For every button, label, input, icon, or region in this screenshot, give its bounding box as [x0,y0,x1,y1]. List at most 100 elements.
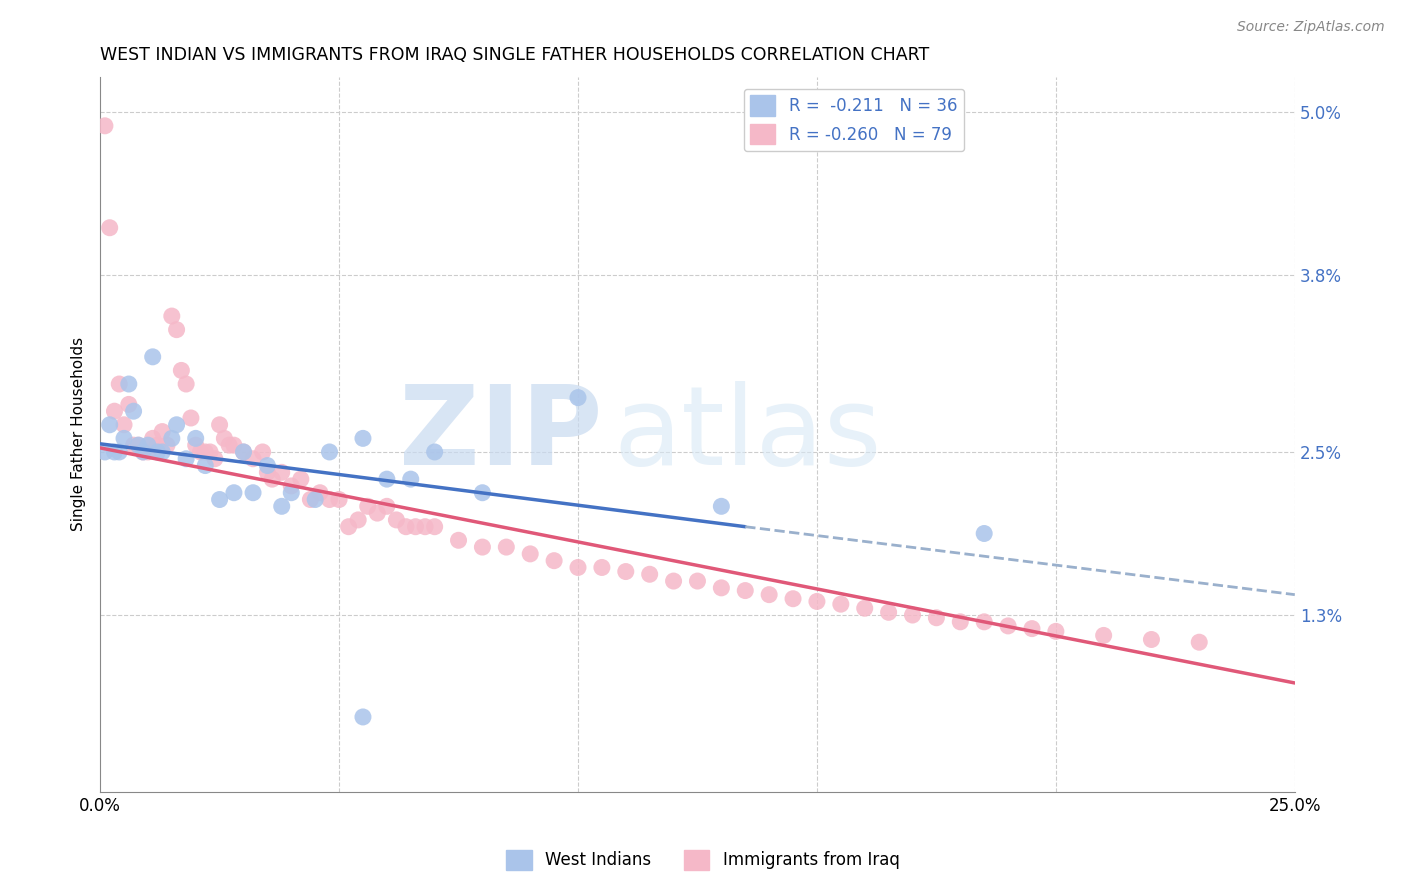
Point [638,567,661,582]
Point [830,597,852,611]
Legend: West Indians, Immigrants from Iraq: West Indians, Immigrants from Iraq [501,843,905,877]
Point [973,615,995,629]
Point [146,445,169,459]
Point [190,445,212,459]
Point [270,500,292,514]
Text: atlas: atlas [614,381,883,488]
Point [710,581,733,595]
Point [270,466,292,480]
Point [122,438,145,452]
Point [853,601,876,615]
Point [174,451,197,466]
Point [127,438,149,452]
Point [280,485,302,500]
Point [734,583,756,598]
Point [686,574,709,588]
Point [122,404,145,418]
Point [567,391,589,405]
Point [925,611,948,625]
Point [662,574,685,588]
Point [208,417,231,432]
Point [160,309,183,323]
Point [166,323,188,337]
Point [262,472,284,486]
Point [1140,632,1163,647]
Point [118,397,141,411]
Point [352,431,374,445]
Point [318,492,340,507]
Legend: R =  -0.211   N = 36, R = -0.260   N = 79: R = -0.211 N = 36, R = -0.260 N = 79 [744,89,965,151]
Point [423,519,446,533]
Point [495,540,517,554]
Point [232,445,254,459]
Text: ZIP: ZIP [398,381,602,488]
Point [132,445,155,459]
Point [949,615,972,629]
Y-axis label: Single Father Households: Single Father Households [72,337,86,532]
Point [252,445,274,459]
Point [1045,624,1067,639]
Point [136,438,159,452]
Point [194,445,217,459]
Point [127,438,149,452]
Point [180,411,202,425]
Point [309,485,332,500]
Point [399,472,422,486]
Point [280,479,302,493]
Text: Source: ZipAtlas.com: Source: ZipAtlas.com [1237,20,1385,34]
Point [877,605,900,619]
Point [806,594,828,608]
Point [1021,622,1043,636]
Point [198,445,221,459]
Point [357,500,380,514]
Text: WEST INDIAN VS IMMIGRANTS FROM IRAQ SINGLE FATHER HOUSEHOLDS CORRELATION CHART: WEST INDIAN VS IMMIGRANTS FROM IRAQ SING… [100,46,929,64]
Point [94,119,117,133]
Point [184,438,207,452]
Point [132,445,155,459]
Point [567,560,589,574]
Point [471,540,494,554]
Point [194,458,217,473]
Point [214,431,236,445]
Point [1092,628,1115,642]
Point [352,710,374,724]
Point [385,513,408,527]
Point [366,506,388,520]
Point [256,466,278,480]
Point [150,425,173,439]
Point [328,492,350,507]
Point [782,591,804,606]
Point [204,451,226,466]
Point [901,608,924,623]
Point [318,445,340,459]
Point [174,377,197,392]
Point [242,485,264,500]
Point [447,533,470,548]
Point [423,445,446,459]
Point [347,513,370,527]
Point [98,220,121,235]
Point [208,492,231,507]
Point [166,417,188,432]
Point [973,526,995,541]
Point [170,363,193,377]
Point [146,438,169,452]
Point [232,445,254,459]
Point [112,431,135,445]
Point [112,417,135,432]
Point [103,404,125,418]
Point [156,438,179,452]
Point [337,519,360,533]
Point [136,445,159,459]
Point [543,554,565,568]
Point [591,560,613,574]
Point [375,500,398,514]
Point [108,445,131,459]
Point [471,485,494,500]
Point [184,431,207,445]
Point [256,458,278,473]
Point [1188,635,1211,649]
Point [118,377,141,392]
Point [413,519,436,533]
Point [218,438,240,452]
